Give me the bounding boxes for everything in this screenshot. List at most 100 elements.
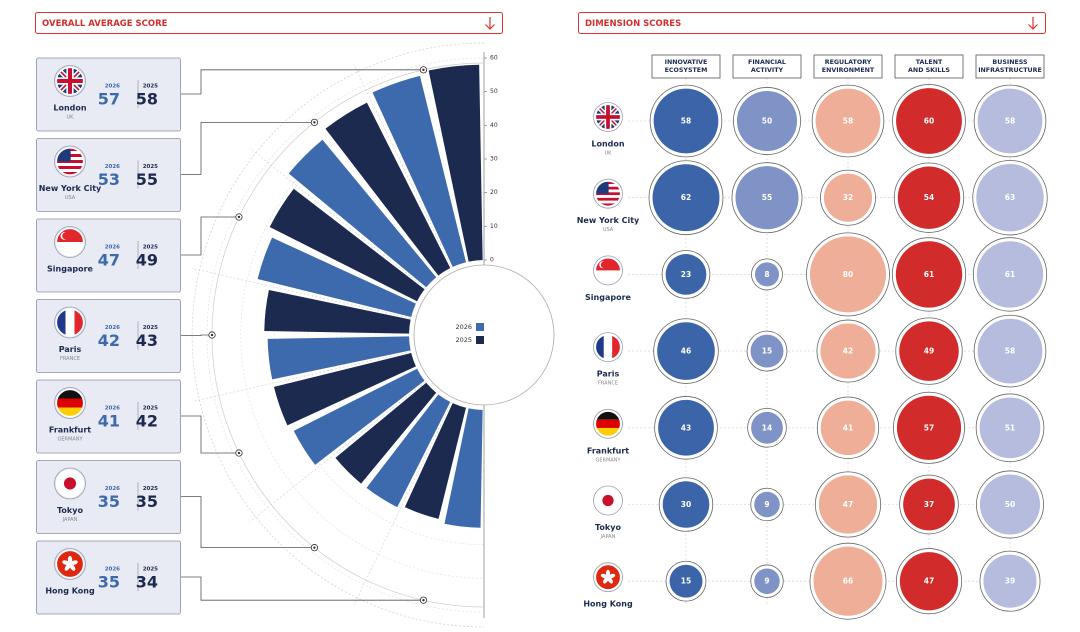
bubble-label: 49 (924, 347, 934, 356)
column-header: INNOVATIVE ECOSYSTEM (664, 58, 708, 74)
flag-border (594, 564, 622, 591)
flag-border (594, 257, 622, 284)
city-name: Hong Kong (45, 587, 95, 596)
y-tick-label: 20 (490, 189, 498, 196)
bar (325, 102, 451, 276)
flag-part (56, 309, 66, 336)
flag-part (56, 398, 84, 408)
city-name: London (591, 140, 625, 149)
flag-ring (593, 178, 623, 209)
column-header: BUSINESS INFRASTRUCTURE (978, 58, 1042, 74)
flag-part (595, 419, 621, 428)
flag-ring (593, 562, 623, 593)
series-label: 2025 (143, 325, 158, 331)
city-name: London (53, 104, 87, 113)
bar (366, 394, 451, 508)
score: 41 (98, 412, 120, 431)
country-name: USA (603, 227, 614, 233)
divider (249, 147, 426, 289)
bubble-label: 61 (924, 270, 934, 279)
city-name: Tokyo (595, 523, 621, 532)
flag-part (56, 407, 84, 417)
flag-part (600, 261, 608, 269)
bar (293, 368, 425, 465)
bubble (813, 546, 883, 616)
y-tick-label: 0 (490, 257, 494, 264)
country-name: JAPAN (62, 517, 78, 523)
flag-part (67, 67, 73, 95)
flag-part (56, 389, 84, 399)
divider (249, 381, 426, 523)
flag-part (69, 563, 76, 571)
city-name: New York City (577, 216, 640, 225)
connector (181, 415, 239, 454)
flag-part (607, 576, 613, 584)
flag-ring (54, 145, 86, 178)
bubble (976, 241, 1044, 308)
country-name: GERMANY (57, 437, 83, 443)
section-title: OVERALL AVERAGE SCORE (42, 19, 168, 29)
flag-part (606, 104, 610, 130)
bubble-label: 9 (764, 500, 769, 509)
flag-part (56, 160, 84, 164)
score: 58 (136, 90, 158, 109)
bubble (977, 88, 1043, 154)
connector (181, 216, 239, 256)
series-label: 2025 (143, 245, 158, 251)
bar (372, 75, 467, 267)
country-name: FRANCE (598, 381, 618, 387)
bubble (669, 564, 703, 598)
column-header: FINANCIAL ACTIVITY (748, 58, 786, 74)
flag-icon (56, 389, 84, 417)
series-label: 2025 (143, 567, 158, 573)
connector (181, 121, 315, 175)
bubble (899, 321, 959, 381)
flag-part (600, 573, 609, 579)
flag-border (55, 66, 85, 96)
section-header (35, 12, 503, 34)
flag-ring (593, 332, 623, 363)
bubble-label: 46 (681, 347, 691, 356)
flag-ring (54, 387, 86, 419)
connector (181, 334, 212, 336)
flag-part (62, 560, 71, 566)
bubble-label: 37 (924, 500, 934, 509)
flag-border (594, 334, 622, 361)
flag-part (595, 192, 621, 196)
bubble (895, 241, 963, 308)
grid-line (240, 91, 485, 579)
flag-part (603, 576, 609, 584)
bubble-label: 63 (1005, 193, 1015, 202)
bubble-label: 15 (681, 577, 691, 586)
flag-icon (56, 228, 84, 256)
arrow-icon (485, 17, 495, 30)
flag-border (55, 469, 85, 498)
divider (191, 351, 411, 403)
bubble-label: 39 (1005, 577, 1015, 586)
y-tick-label: 60 (490, 55, 498, 62)
bubble (750, 334, 784, 368)
flag-part (56, 163, 84, 167)
flag-icon (56, 550, 84, 578)
score: 55 (136, 170, 158, 189)
score: 35 (136, 492, 158, 511)
series-label: 2026 (105, 164, 120, 170)
country-name: JAPAN (600, 534, 616, 540)
bubble-label: 66 (843, 577, 853, 586)
series-label: 2025 (143, 406, 158, 412)
bubble-label: 50 (762, 117, 772, 126)
arrow-icon (1028, 17, 1038, 30)
flag-part (602, 494, 614, 507)
city-name: Hong Kong (583, 600, 633, 609)
bubble-label: 41 (843, 423, 853, 432)
city-name: Frankfurt (49, 426, 91, 435)
flag-part (595, 200, 621, 204)
country-name: GERMANY (595, 457, 621, 463)
flag-part (595, 411, 621, 420)
bubble (736, 90, 798, 152)
flag-part (603, 334, 613, 360)
flag-border (55, 227, 85, 257)
score: 35 (98, 492, 120, 511)
legend-swatch (476, 323, 484, 331)
